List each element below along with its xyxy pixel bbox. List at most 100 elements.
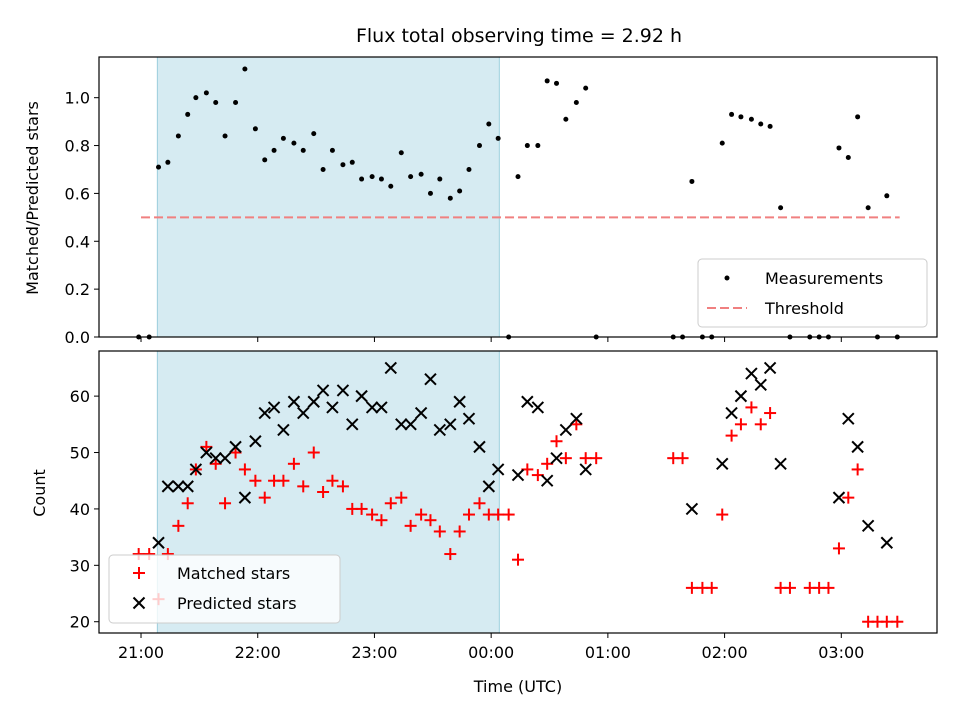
count-legend-box xyxy=(108,554,341,624)
matched-star-point xyxy=(822,581,835,594)
matched-star-point xyxy=(764,407,777,420)
matched-star-point xyxy=(590,452,603,465)
predicted-star-point-b xyxy=(161,480,175,493)
predicted-star-point-b xyxy=(444,418,457,431)
predicted-star-point-b xyxy=(851,440,864,454)
predicted-star-point-b xyxy=(189,463,203,476)
predicted-star-point xyxy=(763,361,777,375)
measurement-point xyxy=(495,135,501,141)
predicted-star-point xyxy=(307,395,320,408)
matched-star-point xyxy=(219,497,232,510)
measurement-point xyxy=(535,143,541,149)
count-legend: Matched stars Predicted stars xyxy=(108,554,341,624)
predicted-star-point xyxy=(384,361,397,375)
matched-star-point xyxy=(258,491,271,504)
measurement-point xyxy=(563,116,569,122)
count-points xyxy=(132,361,904,628)
predicted-star-point xyxy=(336,384,350,397)
predicted-star-point xyxy=(238,491,252,504)
measurement-point xyxy=(262,157,268,163)
matched-star-point xyxy=(366,508,379,521)
x-tick-label: 00:00 xyxy=(468,643,514,662)
y-tick-label: 30 xyxy=(70,556,90,575)
measurement-point xyxy=(329,147,335,153)
predicted-star-point xyxy=(365,401,379,414)
predicted-star-point-b xyxy=(559,423,573,437)
measurement-point xyxy=(213,99,219,105)
predicted-star-point xyxy=(200,446,213,459)
predicted-star-point-b xyxy=(355,389,368,403)
matched-star-point xyxy=(842,491,855,504)
measurement-point xyxy=(359,176,365,182)
ratio-axes-frame xyxy=(98,56,938,338)
legend-plus xyxy=(133,567,145,579)
matched-star-point xyxy=(492,508,505,521)
matched-star-point xyxy=(880,615,893,628)
y-tick-label: 0.4 xyxy=(65,232,90,251)
count-x-label: Time (UTC) xyxy=(473,677,562,696)
measurement-point xyxy=(222,133,228,139)
predicted-star-point xyxy=(734,389,748,403)
predicted-star-point xyxy=(531,401,545,414)
predicted-star-point xyxy=(297,406,310,420)
measurement-point xyxy=(855,114,861,120)
measurement-point xyxy=(554,80,560,86)
x-tick-label: 23:00 xyxy=(351,643,397,662)
matched-star-point xyxy=(676,452,689,465)
predicted-star-point xyxy=(424,372,437,386)
predicted-star-point xyxy=(277,423,290,437)
predicted-star-point xyxy=(462,412,476,425)
x-tick-label: 21:00 xyxy=(118,643,164,662)
matched-star-point xyxy=(754,418,767,431)
predicted-star-point-b xyxy=(880,536,894,549)
matched-star-point xyxy=(336,480,349,493)
predicted-star-point xyxy=(316,384,330,397)
predicted-star-point-b xyxy=(209,451,222,465)
measurement-point xyxy=(583,85,589,91)
predicted-star-point-b xyxy=(365,401,379,414)
predicted-star-point-b xyxy=(482,480,496,493)
predicted-star-point xyxy=(851,440,864,454)
matched-star-point xyxy=(415,508,428,521)
observing-window-shade xyxy=(156,56,500,338)
predicted-star-point xyxy=(473,440,486,454)
measurement-point xyxy=(884,193,890,199)
matched-star-point xyxy=(453,525,466,538)
measurement-point xyxy=(378,176,384,182)
measurement-point xyxy=(156,164,162,170)
matched-star-point xyxy=(277,474,290,487)
predicted-star-point-b xyxy=(579,463,592,476)
matched-star-point xyxy=(550,435,563,448)
matched-star-point xyxy=(502,508,515,521)
predicted-star-point-b xyxy=(491,463,505,476)
predicted-star-point-b xyxy=(414,406,428,420)
predicted-star-point-b xyxy=(754,378,767,392)
measurement-point xyxy=(748,116,754,122)
predicted-star-point-b xyxy=(774,457,787,471)
predicted-star-point-b xyxy=(152,536,165,549)
measurement-point xyxy=(320,166,326,172)
predicted-star-point xyxy=(181,480,194,493)
measurement-point xyxy=(340,162,346,168)
predicted-star-point xyxy=(152,536,165,549)
predicted-star-point xyxy=(579,463,592,476)
matched-star-point xyxy=(745,401,758,414)
legend-x-b xyxy=(132,596,146,610)
matched-star-point xyxy=(181,497,194,510)
ratio-panel: 0.0 0.2 0.4 0.6 0.8 1.0 Matched/Predicted sta… xyxy=(23,56,938,347)
predicted-star-point xyxy=(745,367,758,380)
predicted-star-point-b xyxy=(570,412,583,425)
measurement-point xyxy=(369,174,375,180)
predicted-star-point-b xyxy=(395,418,408,431)
predicted-star-point xyxy=(540,474,554,487)
matched-star-point xyxy=(384,497,397,510)
matched-star-point xyxy=(685,581,698,594)
count-y-label: Count xyxy=(30,469,49,517)
predicted-star-point-b xyxy=(200,446,213,459)
measurement-point xyxy=(311,131,317,137)
predicted-star-point xyxy=(482,480,496,493)
count-panel: 20 30 40 50 60 21:00 22:00 23:00 00:00 01:00 02:0… xyxy=(30,350,938,696)
measurement-point xyxy=(729,111,735,117)
predicted-star-point xyxy=(229,440,242,454)
predicted-star-point-b xyxy=(725,406,738,420)
